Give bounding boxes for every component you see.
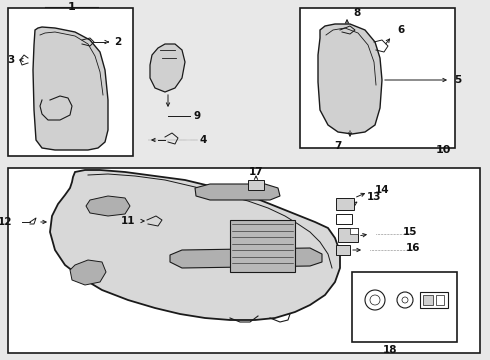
Polygon shape [150, 44, 185, 92]
Text: 4: 4 [199, 135, 207, 145]
Bar [8, 8, 133, 156]
Text: 5: 5 [454, 75, 462, 85]
Text: 2: 2 [114, 37, 122, 47]
Bar [420, 292, 448, 308]
Polygon shape [50, 170, 340, 320]
Text: 1: 1 [68, 2, 76, 12]
Text: 8: 8 [353, 8, 361, 18]
Polygon shape [195, 184, 280, 200]
Bar [248, 180, 264, 190]
Text: 18: 18 [383, 345, 397, 355]
Bar [350, 228, 358, 234]
Bar [336, 198, 354, 210]
Text: 3: 3 [7, 55, 15, 65]
Bar [336, 214, 352, 224]
Bar [230, 220, 295, 272]
Text: 12: 12 [0, 217, 12, 227]
Polygon shape [86, 196, 130, 216]
Bar [336, 245, 350, 255]
Text: 13: 13 [367, 192, 381, 202]
Text: 10: 10 [435, 145, 451, 155]
Text: 11: 11 [121, 216, 135, 226]
Text: 7: 7 [334, 141, 342, 151]
Polygon shape [318, 24, 382, 134]
Bar [8, 168, 480, 353]
Text: 9: 9 [194, 111, 200, 121]
Polygon shape [33, 27, 108, 150]
Text: 17: 17 [249, 167, 263, 177]
Bar [423, 295, 433, 305]
Polygon shape [170, 248, 322, 268]
Bar [338, 228, 358, 242]
Bar [436, 295, 444, 305]
Text: 16: 16 [406, 243, 420, 253]
Polygon shape [70, 260, 106, 285]
Bar [352, 272, 457, 342]
Text: 14: 14 [375, 185, 390, 195]
Text: 15: 15 [403, 227, 417, 237]
Text: 6: 6 [397, 25, 405, 35]
Bar [300, 8, 455, 148]
